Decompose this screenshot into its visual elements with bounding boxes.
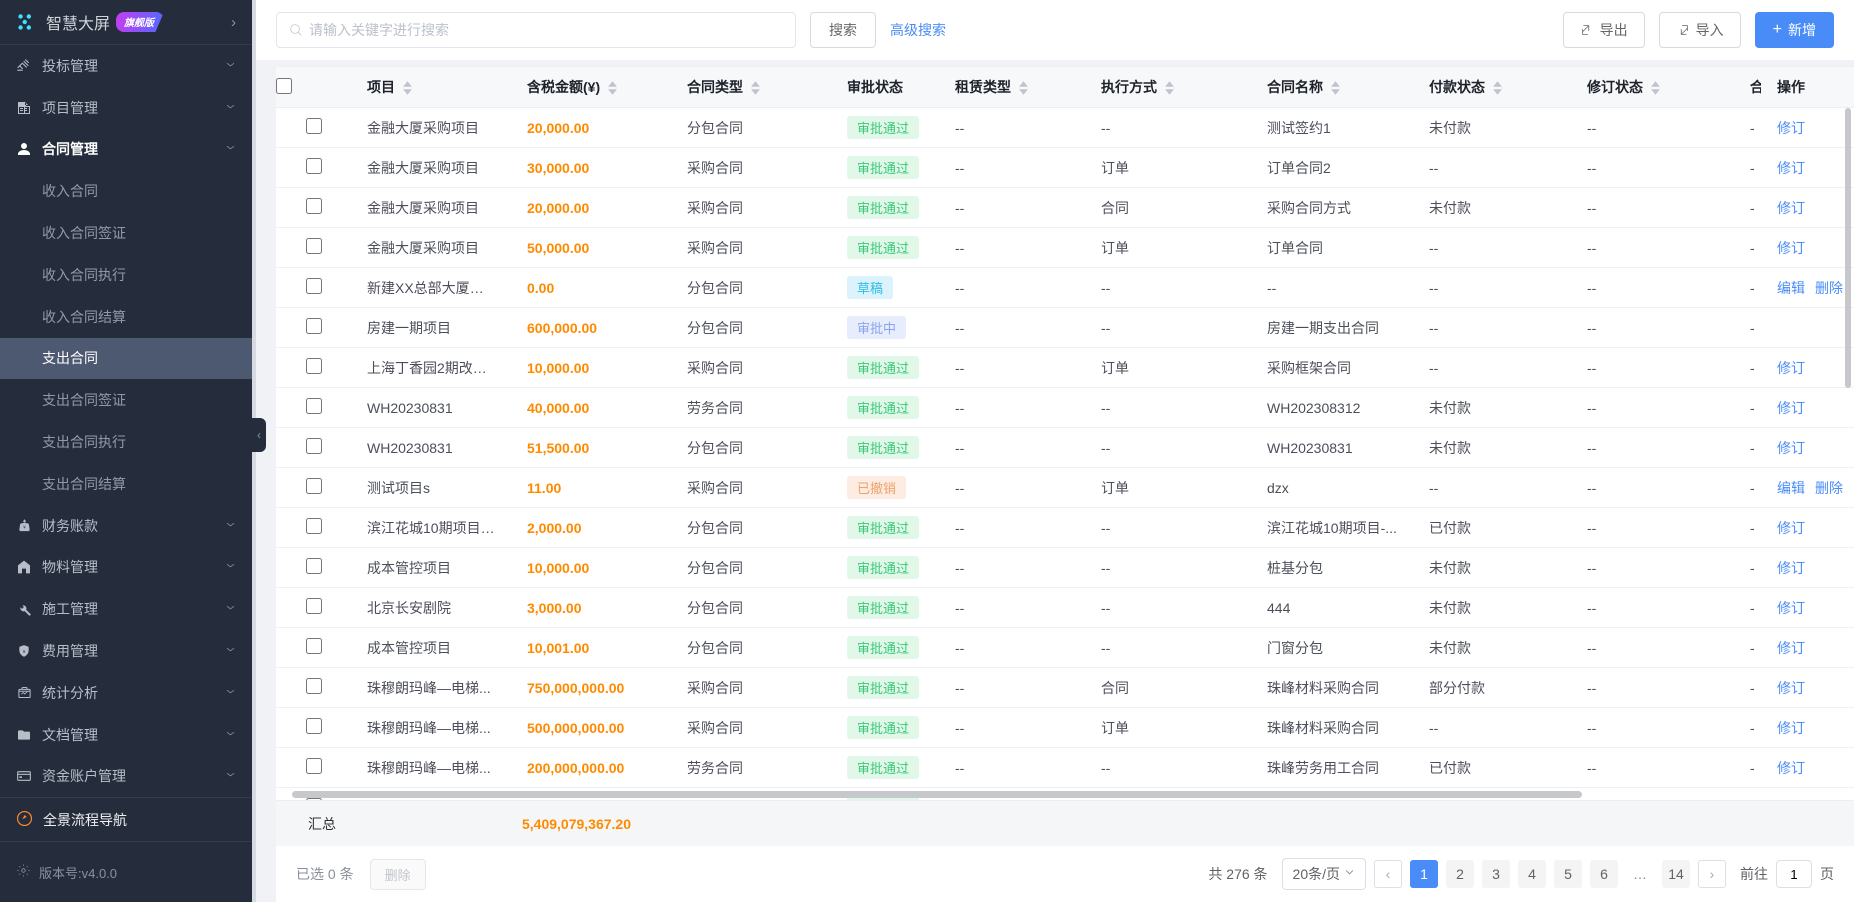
- svg-text:¥: ¥: [23, 649, 26, 654]
